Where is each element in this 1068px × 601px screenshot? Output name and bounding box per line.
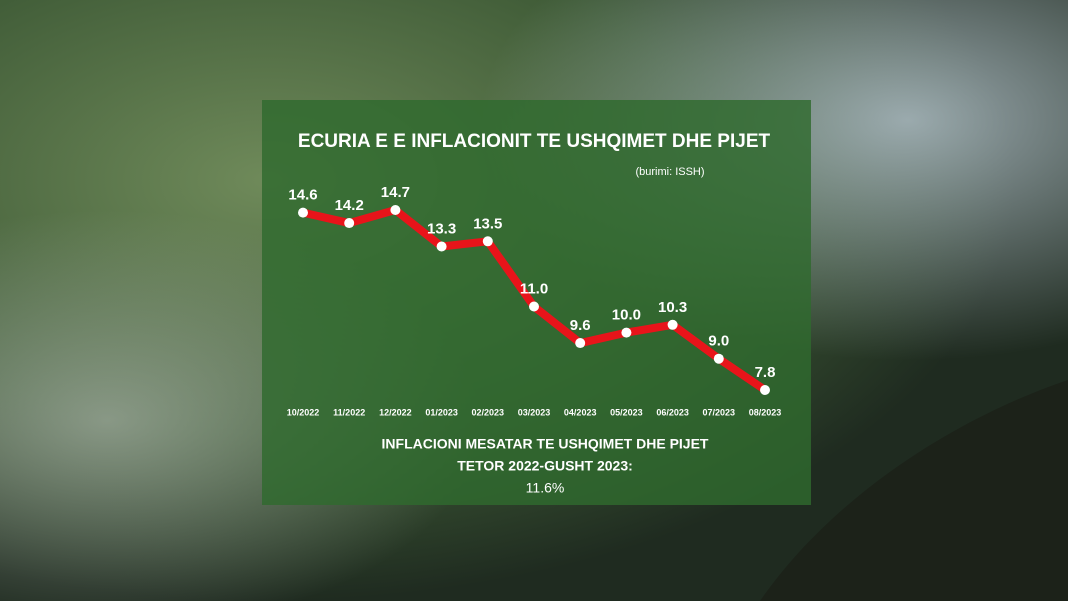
value-label: 14.6 bbox=[288, 187, 317, 204]
x-tick-label: 07/2023 bbox=[703, 407, 736, 417]
marker bbox=[760, 385, 770, 395]
x-tick-label: 11/2022 bbox=[333, 407, 365, 417]
annotation: INFLACIONI MESATAR TE USHQIMET DHE PIJET bbox=[382, 436, 709, 452]
background-leaf bbox=[760, 380, 1068, 601]
x-tick-label: 06/2023 bbox=[656, 407, 689, 417]
marker bbox=[298, 207, 308, 218]
annotation: 11.6% bbox=[526, 480, 565, 496]
chart-title: ECURIA E E INFLACIONIT TE USHQIMET DHE P… bbox=[298, 131, 771, 152]
annotation: TETOR 2022-GUSHT 2023: bbox=[457, 458, 633, 474]
marker bbox=[667, 319, 678, 330]
x-tick-label: 04/2023 bbox=[564, 407, 597, 417]
value-label: 10.0 bbox=[612, 307, 641, 324]
x-tick-label: 01/2023 bbox=[425, 407, 458, 417]
chart-subtitle: (burimi: ISSH) bbox=[635, 166, 704, 178]
value-label: 14.2 bbox=[335, 197, 364, 214]
x-tick-label: 02/2023 bbox=[472, 407, 505, 417]
marker bbox=[344, 218, 355, 229]
marker bbox=[575, 338, 586, 349]
marker bbox=[482, 236, 493, 247]
value-label: 9.6 bbox=[570, 317, 591, 334]
value-label: 7.8 bbox=[755, 364, 776, 381]
x-tick-label: 03/2023 bbox=[518, 407, 551, 417]
value-label: 13.3 bbox=[427, 220, 456, 237]
marker bbox=[713, 353, 724, 364]
marker bbox=[529, 301, 539, 312]
x-tick-label: 05/2023 bbox=[610, 407, 643, 417]
value-label: 14.7 bbox=[381, 184, 410, 201]
marker bbox=[621, 327, 632, 338]
value-label: 11.0 bbox=[520, 280, 548, 297]
value-label: 10.3 bbox=[658, 299, 687, 316]
value-label: 9.0 bbox=[708, 333, 729, 350]
x-tick-label: 10/2022 bbox=[287, 407, 320, 417]
value-label: 13.5 bbox=[473, 215, 502, 232]
marker bbox=[390, 205, 401, 215]
x-tick-label: 12/2022 bbox=[379, 407, 412, 417]
marker bbox=[436, 241, 447, 252]
x-tick-label: 08/2023 bbox=[749, 407, 782, 417]
